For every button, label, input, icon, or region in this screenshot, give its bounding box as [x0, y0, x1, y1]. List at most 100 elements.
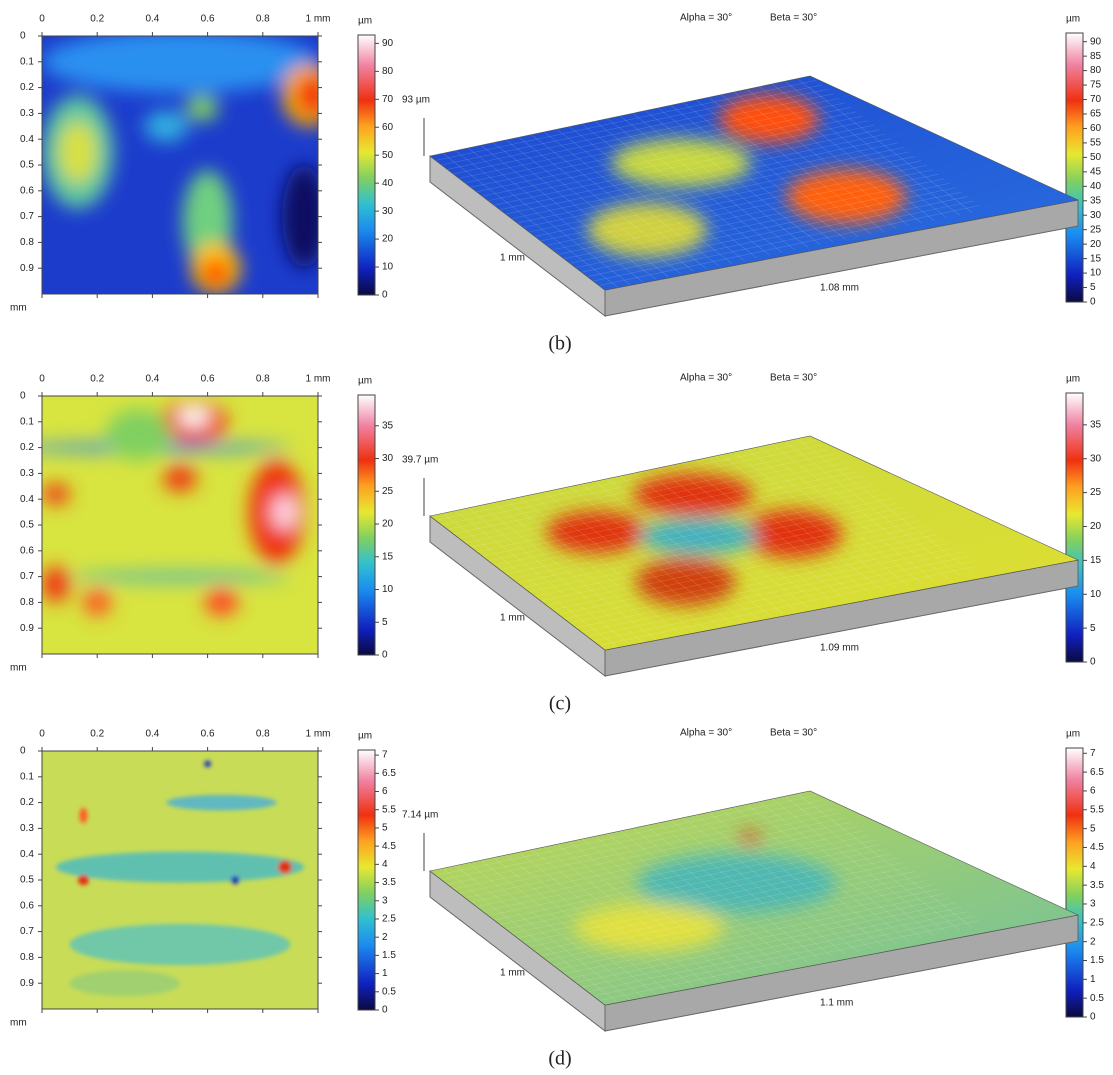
- panel-caption: (c): [549, 693, 571, 715]
- y-tick-label: 0.3: [20, 468, 34, 479]
- colorbar-tick-label: 0.5: [1090, 993, 1104, 1004]
- map-feature: [70, 571, 291, 581]
- colorbar-tick-label: 80: [382, 66, 394, 77]
- x-tick-label: 0.6: [201, 14, 215, 25]
- colorbar-tick-label: 0: [1090, 1012, 1096, 1023]
- colorbar-tick-label: 20: [1090, 521, 1102, 532]
- colorbar-tick-label: 90: [1090, 36, 1102, 47]
- colorbar-tick-label: 25: [1090, 487, 1102, 498]
- colorbar-tick-label: 7: [382, 750, 388, 761]
- colorbar-tick-label: 3: [1090, 899, 1096, 910]
- y-tick-label: 0.7: [20, 926, 34, 937]
- colorbar-tick-label: 80: [1090, 65, 1102, 76]
- colorbar-tick-label: 10: [1090, 589, 1102, 600]
- colorbar-tick-label: 1: [1090, 974, 1096, 985]
- colorbar-tick-label: 10: [1090, 268, 1102, 279]
- colorbar-tick-label: 4.5: [1090, 842, 1104, 853]
- colorbar-tick-label: 35: [1090, 195, 1102, 206]
- y-unit: mm: [10, 1018, 27, 1029]
- colorbar-tick-label: 5.5: [382, 804, 396, 815]
- colorbar-tick-label: 20: [382, 234, 394, 245]
- x-tick-label: 0: [39, 374, 45, 385]
- map-feature: [271, 494, 299, 530]
- colorbar-tick-label: 6.5: [1090, 767, 1104, 778]
- height-label: 7.14 µm: [402, 810, 438, 821]
- map-feature: [144, 111, 188, 142]
- x-tick-label: 0.4: [145, 729, 159, 740]
- x-tick-label: 1 mm: [306, 374, 331, 385]
- height-map: [42, 751, 318, 1009]
- alpha-label: Alpha = 30°: [680, 373, 732, 384]
- map-feature: [42, 484, 70, 505]
- y-tick-label: 0.9: [20, 623, 34, 634]
- colorbar: [1066, 393, 1083, 662]
- map-feature: [70, 970, 180, 996]
- y-tick-label: 0.7: [20, 571, 34, 582]
- colorbar-tick-label: 2.5: [1090, 917, 1104, 928]
- colorbar-tick-label: 20: [1090, 239, 1102, 250]
- width-label: 1 mm: [500, 253, 525, 264]
- colorbar-tick-label: 5: [1090, 823, 1096, 834]
- colorbar-tick-label: 50: [1090, 152, 1102, 163]
- colorbar-unit: µm: [358, 16, 372, 27]
- colorbar-tick-label: 4: [382, 859, 388, 870]
- colorbar-tick-label: 5: [1090, 282, 1096, 293]
- colorbar-tick-label: 40: [1090, 181, 1102, 192]
- colorbar-unit: µm: [1066, 14, 1080, 25]
- y-tick-label: 0.6: [20, 545, 34, 556]
- y-tick-label: 0.9: [20, 978, 34, 989]
- colorbar-tick-label: 25: [1090, 224, 1102, 235]
- map-feature: [177, 406, 210, 427]
- colorbar-tick-label: 6: [382, 786, 388, 797]
- colorbar-tick-label: 35: [1090, 419, 1102, 430]
- y-unit: mm: [10, 663, 27, 674]
- map-feature: [204, 761, 211, 767]
- colorbar-tick-label: 20: [382, 519, 394, 530]
- map-feature: [83, 590, 111, 616]
- y-tick-label: 0.5: [20, 875, 34, 886]
- panel-caption: (b): [548, 333, 571, 355]
- beta-label: Beta = 30°: [770, 373, 817, 384]
- y-tick-label: 0.6: [20, 900, 34, 911]
- y-tick-label: 0.6: [20, 185, 34, 196]
- colorbar-unit: µm: [1066, 729, 1080, 740]
- colorbar-tick-label: 25: [382, 486, 394, 497]
- x-tick-label: 0: [39, 14, 45, 25]
- x-tick-label: 0.6: [201, 374, 215, 385]
- x-tick-label: 1 mm: [306, 14, 331, 25]
- width-label: 1 mm: [500, 968, 525, 979]
- colorbar-tick-label: 75: [1090, 80, 1102, 91]
- alpha-label: Alpha = 30°: [680, 13, 732, 24]
- map-feature: [163, 466, 196, 492]
- map-feature: [56, 852, 304, 883]
- height-label: 39.7 µm: [402, 455, 438, 466]
- colorbar: [358, 35, 375, 295]
- y-tick-label: 0: [20, 746, 26, 757]
- figure: 00.20.40.60.81 mm00.10.20.30.40.50.60.70…: [0, 0, 1113, 1075]
- map-feature: [166, 795, 276, 810]
- y-tick-label: 0.3: [20, 823, 34, 834]
- y-tick-label: 0.8: [20, 237, 34, 248]
- colorbar-tick-label: 30: [382, 453, 394, 464]
- colorbar: [358, 395, 375, 655]
- beta-label: Beta = 30°: [770, 728, 817, 739]
- y-unit: mm: [10, 303, 27, 314]
- y-tick-label: 0.7: [20, 211, 34, 222]
- colorbar-tick-label: 4: [1090, 861, 1096, 872]
- x-tick-label: 0.6: [201, 729, 215, 740]
- y-tick-label: 0.2: [20, 797, 34, 808]
- x-tick-label: 0.2: [90, 374, 104, 385]
- alpha-label: Alpha = 30°: [680, 728, 732, 739]
- colorbar-tick-label: 2: [1090, 936, 1096, 947]
- colorbar-unit: µm: [1066, 374, 1080, 385]
- panel-caption: (d): [548, 1048, 571, 1070]
- x-tick-label: 0.8: [256, 374, 270, 385]
- map-feature: [78, 875, 89, 885]
- y-tick-label: 0.2: [20, 82, 34, 93]
- colorbar-tick-label: 90: [382, 38, 394, 49]
- colorbar-tick-label: 30: [382, 206, 394, 217]
- colorbar-tick-label: 1.5: [1090, 955, 1104, 966]
- map-feature: [278, 861, 292, 874]
- colorbar-tick-label: 55: [1090, 138, 1102, 149]
- colorbar-tick-label: 6.5: [382, 768, 396, 779]
